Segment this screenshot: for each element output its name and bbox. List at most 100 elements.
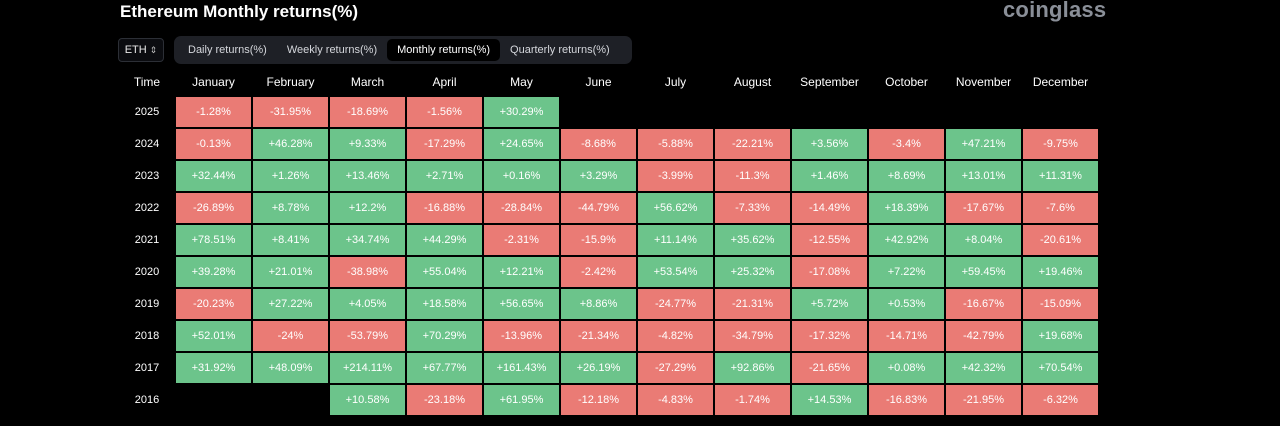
return-cell: +3.56% xyxy=(792,129,867,159)
return-cell: +59.45% xyxy=(946,257,1021,287)
table-header-row: Time January February March April May June July… xyxy=(120,68,1098,95)
return-cell: -7.6% xyxy=(1023,193,1098,223)
return-cell: -1.28% xyxy=(176,97,251,127)
column-header-november: November xyxy=(955,74,1012,89)
column-header-august: August xyxy=(733,74,772,89)
year-cell: 2024 xyxy=(134,138,160,150)
return-cell: -21.31% xyxy=(715,289,790,319)
return-cell: +2.71% xyxy=(407,161,482,191)
return-cell: +18.58% xyxy=(407,289,482,319)
return-cell: -11.3% xyxy=(715,161,790,191)
return-cell xyxy=(792,97,867,127)
year-cell: 2019 xyxy=(134,298,160,310)
year-cell: 2016 xyxy=(134,394,160,406)
return-cell: +61.95% xyxy=(484,385,559,415)
return-cell: +24.65% xyxy=(484,129,559,159)
return-cell: +34.74% xyxy=(330,225,405,255)
table-row: 2024 -0.13% +46.28% +9.33% -17.29% +24.65% -8.… xyxy=(120,129,1098,159)
column-header-february: February xyxy=(266,74,315,89)
return-cell: +18.39% xyxy=(869,193,944,223)
tab-quarterly-returns[interactable]: Quarterly returns(%) xyxy=(510,44,610,56)
return-cell: -44.79% xyxy=(561,193,636,223)
return-cell: -16.83% xyxy=(869,385,944,415)
year-cell: 2018 xyxy=(134,330,160,342)
page-title: Ethereum Monthly returns(%) xyxy=(120,2,359,21)
column-header-january: January xyxy=(192,74,235,89)
return-cell: -3.99% xyxy=(638,161,713,191)
return-cell: +8.04% xyxy=(946,225,1021,255)
table-row: 2025 -1.28% -31.95% -18.69% -1.56% +30.29% xyxy=(120,97,1098,127)
return-cell xyxy=(253,385,328,415)
return-cell: -8.68% xyxy=(561,129,636,159)
table-row: 2018 +52.01% -24% -53.79% +70.29% -13.96% -21.… xyxy=(120,321,1098,351)
return-cell xyxy=(638,97,713,127)
return-cell: +42.32% xyxy=(946,353,1021,383)
return-cell: +35.62% xyxy=(715,225,790,255)
return-cell: +12.2% xyxy=(330,193,405,223)
coin-select[interactable]: ETH ⇕ xyxy=(118,38,164,62)
return-cell: +13.46% xyxy=(330,161,405,191)
year-cell: 2022 xyxy=(134,202,160,214)
return-cell: +1.46% xyxy=(792,161,867,191)
return-cell: -22.21% xyxy=(715,129,790,159)
return-cell: -38.98% xyxy=(330,257,405,287)
table-row: 2020 +39.28% +21.01% -38.98% +55.04% +12.21% -… xyxy=(120,257,1098,287)
return-cell: +52.01% xyxy=(176,321,251,351)
return-cell: -17.29% xyxy=(407,129,482,159)
table-row: 2019 -20.23% +27.22% +4.05% +18.58% +56.65% +8… xyxy=(120,289,1098,319)
return-cell: +8.69% xyxy=(869,161,944,191)
return-cell: -21.65% xyxy=(792,353,867,383)
return-cell: -17.67% xyxy=(946,193,1021,223)
return-cell: +27.22% xyxy=(253,289,328,319)
return-cell: +9.33% xyxy=(330,129,405,159)
return-cell xyxy=(561,97,636,127)
table-row: 2022 -26.89% +8.78% +12.2% -16.88% -28.84% -44… xyxy=(120,193,1098,223)
return-cell: +14.53% xyxy=(792,385,867,415)
return-cell: +56.62% xyxy=(638,193,713,223)
return-cell: -0.13% xyxy=(176,129,251,159)
return-cell: +78.51% xyxy=(176,225,251,255)
return-cell: +7.22% xyxy=(869,257,944,287)
return-cell: +31.92% xyxy=(176,353,251,383)
return-cell: -5.88% xyxy=(638,129,713,159)
year-cell: 2020 xyxy=(134,266,160,278)
return-cell: -27.29% xyxy=(638,353,713,383)
tab-monthly-returns[interactable]: Monthly returns(%) xyxy=(387,39,501,61)
return-cell: -28.84% xyxy=(484,193,559,223)
return-cell: -13.96% xyxy=(484,321,559,351)
return-cell: -16.67% xyxy=(946,289,1021,319)
column-header-september: September xyxy=(800,74,859,89)
tab-daily-returns[interactable]: Daily returns(%) xyxy=(188,44,267,56)
table-row: 2021 +78.51% +8.41% +34.74% +44.29% -2.31% -15… xyxy=(120,225,1098,255)
return-cell xyxy=(869,97,944,127)
return-cell: -16.88% xyxy=(407,193,482,223)
column-header-march: March xyxy=(350,74,385,89)
return-cell: -15.9% xyxy=(561,225,636,255)
tab-weekly-returns[interactable]: Weekly returns(%) xyxy=(286,44,378,56)
return-cell: -17.08% xyxy=(792,257,867,287)
return-cell: +70.54% xyxy=(1023,353,1098,383)
year-cell: 2017 xyxy=(134,362,160,374)
return-cell: -26.89% xyxy=(176,193,251,223)
return-cell: +3.29% xyxy=(561,161,636,191)
return-cell: -12.55% xyxy=(792,225,867,255)
return-cell: +11.14% xyxy=(638,225,713,255)
return-cell: -18.69% xyxy=(330,97,405,127)
return-cell: +46.28% xyxy=(253,129,328,159)
return-cell: +42.92% xyxy=(869,225,944,255)
return-cell: -34.79% xyxy=(715,321,790,351)
column-header-may: May xyxy=(510,74,533,89)
return-cell: +11.31% xyxy=(1023,161,1098,191)
return-cell: -7.33% xyxy=(715,193,790,223)
return-cell: +47.21% xyxy=(946,129,1021,159)
return-cell: -20.23% xyxy=(176,289,251,319)
return-cell: -14.71% xyxy=(869,321,944,351)
return-cell: +1.26% xyxy=(253,161,328,191)
return-cell: +70.29% xyxy=(407,321,482,351)
monthly-returns-table: Time January February March April May June July… xyxy=(118,66,1100,417)
return-cell: +4.05% xyxy=(330,289,405,319)
return-cell: -3.4% xyxy=(869,129,944,159)
return-cell: +55.04% xyxy=(407,257,482,287)
returns-tabs: Daily returns(%) Weekly returns(%) Month… xyxy=(174,36,632,64)
return-cell: -24% xyxy=(253,321,328,351)
